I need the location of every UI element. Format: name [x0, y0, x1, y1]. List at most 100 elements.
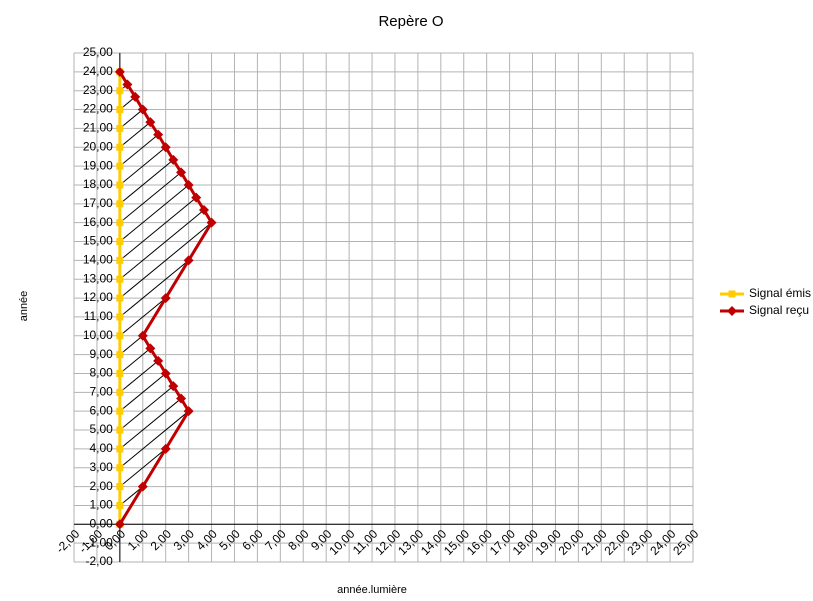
y-tick-label: 1,00	[89, 498, 113, 512]
marker	[116, 388, 124, 396]
marker	[137, 104, 148, 115]
marker	[160, 368, 171, 379]
marker	[116, 219, 124, 227]
hatch-line	[119, 159, 174, 205]
x-tick-label: 7,00	[262, 527, 289, 554]
hatch-line	[119, 297, 167, 337]
marker	[116, 162, 124, 170]
hatch-line	[119, 171, 182, 224]
x-tick-label: 3,00	[171, 527, 198, 554]
x-tick-label: 12,00	[372, 527, 403, 558]
hatch-line	[119, 385, 174, 431]
hatch-line	[119, 197, 197, 261]
marker	[116, 483, 124, 491]
y-tick-label: 16,00	[83, 215, 113, 229]
hatch-line	[119, 121, 151, 148]
hatch-line	[119, 410, 189, 469]
y-tick-label: 4,00	[89, 441, 113, 455]
marker	[160, 443, 171, 454]
marker	[116, 238, 124, 246]
y-tick-label: -2,00	[85, 554, 113, 568]
y-tick-label: 25,00	[83, 45, 113, 59]
marker	[183, 179, 194, 190]
hatch-line	[119, 398, 182, 450]
marker	[116, 464, 124, 472]
y-tick-label: 21,00	[83, 121, 113, 135]
marker	[176, 393, 187, 404]
y-tick-label: 9,00	[89, 347, 113, 361]
x-tick-label: 19,00	[533, 527, 564, 558]
hatch-line	[119, 335, 144, 356]
x-tick-label: 6,00	[239, 527, 266, 554]
marker	[116, 200, 124, 208]
y-tick-label: 22,00	[83, 102, 113, 116]
x-tick-label: 14,00	[418, 527, 449, 558]
marker	[114, 519, 125, 530]
y-tick-label: 14,00	[83, 253, 113, 267]
y-tick-label: 19,00	[83, 158, 113, 172]
hatch-line	[119, 373, 167, 412]
marker	[145, 343, 156, 354]
marker	[160, 142, 171, 153]
x-tick-label: 10,00	[326, 527, 357, 558]
hatch-line	[119, 109, 144, 129]
x-tick-label: 25,00	[670, 527, 701, 558]
x-tick-label: 13,00	[395, 527, 426, 558]
marker	[114, 66, 125, 77]
marker	[116, 106, 124, 114]
marker	[206, 217, 217, 228]
hatch-line	[119, 259, 189, 318]
marker	[198, 205, 209, 216]
marker	[137, 481, 148, 492]
marker	[116, 313, 124, 321]
x-axis-label: année.lumière	[337, 584, 407, 596]
x-tick-label: 18,00	[510, 527, 541, 558]
marker	[116, 181, 124, 189]
y-tick-label: 8,00	[89, 366, 113, 380]
y-tick-label: 18,00	[83, 177, 113, 191]
y-tick-label: 5,00	[89, 422, 113, 436]
marker	[137, 330, 148, 341]
hatch-line	[119, 360, 159, 393]
x-tick-label: 15,00	[441, 527, 472, 558]
marker	[116, 143, 124, 151]
marker	[116, 369, 124, 377]
hatch-line	[119, 184, 189, 242]
marker	[116, 124, 124, 132]
y-tick-label: 23,00	[83, 83, 113, 97]
y-axis-label: année	[18, 291, 30, 322]
chart-title: Repère O	[378, 13, 443, 30]
marker	[116, 256, 124, 264]
hatch-line	[119, 448, 167, 487]
marker	[153, 355, 164, 366]
x-tick-label: 23,00	[624, 527, 655, 558]
marker	[130, 91, 141, 102]
y-tick-label: 3,00	[89, 460, 113, 474]
x-tick-label: 1,00	[125, 527, 152, 554]
x-tick-label: 16,00	[464, 527, 495, 558]
y-tick-label: -1,00	[85, 535, 113, 549]
marker	[183, 255, 194, 266]
marker	[145, 117, 156, 128]
y-tick-label: 6,00	[89, 403, 113, 417]
marker	[116, 445, 124, 453]
x-tick-label: -2,00	[53, 527, 82, 556]
marker	[122, 79, 133, 90]
hatch-line	[119, 134, 159, 167]
marker	[116, 294, 124, 302]
y-tick-label: 7,00	[89, 385, 113, 399]
y-tick-label: 15,00	[83, 234, 113, 248]
hatch-line	[119, 486, 144, 506]
x-tick-label: 17,00	[487, 527, 518, 558]
marker	[191, 192, 202, 203]
legend-marker	[728, 290, 736, 298]
x-tick-label: 20,00	[556, 527, 587, 558]
y-tick-label: 13,00	[83, 271, 113, 285]
x-tick-label: 5,00	[216, 527, 243, 554]
x-tick-label: 8,00	[285, 527, 312, 554]
hatch-line	[119, 348, 151, 374]
marker	[168, 154, 179, 165]
hatch-line	[119, 146, 167, 186]
legend-marker	[727, 306, 737, 316]
